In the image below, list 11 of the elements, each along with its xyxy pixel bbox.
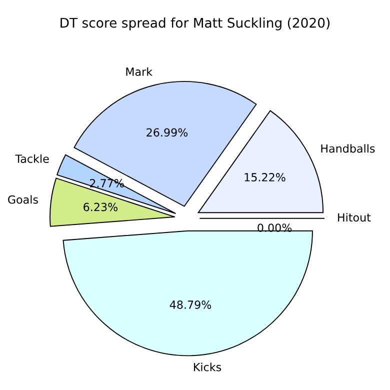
- slice-label: Goals: [8, 195, 38, 204]
- data-label: 6.23%: [84, 202, 118, 212]
- data-label: 48.79%: [170, 300, 212, 309]
- slice-label: Kicks: [194, 362, 222, 372]
- chart-title: DT score spread for Matt Suckling (2020): [60, 18, 330, 30]
- slice-label: Handballs: [321, 144, 375, 153]
- slice-label: Mark: [126, 67, 153, 76]
- data-label: 26.99%: [146, 128, 188, 137]
- slice-label: Tackle: [15, 154, 49, 163]
- data-label: 15.22%: [244, 173, 286, 182]
- category-label: Hitout: [338, 213, 371, 222]
